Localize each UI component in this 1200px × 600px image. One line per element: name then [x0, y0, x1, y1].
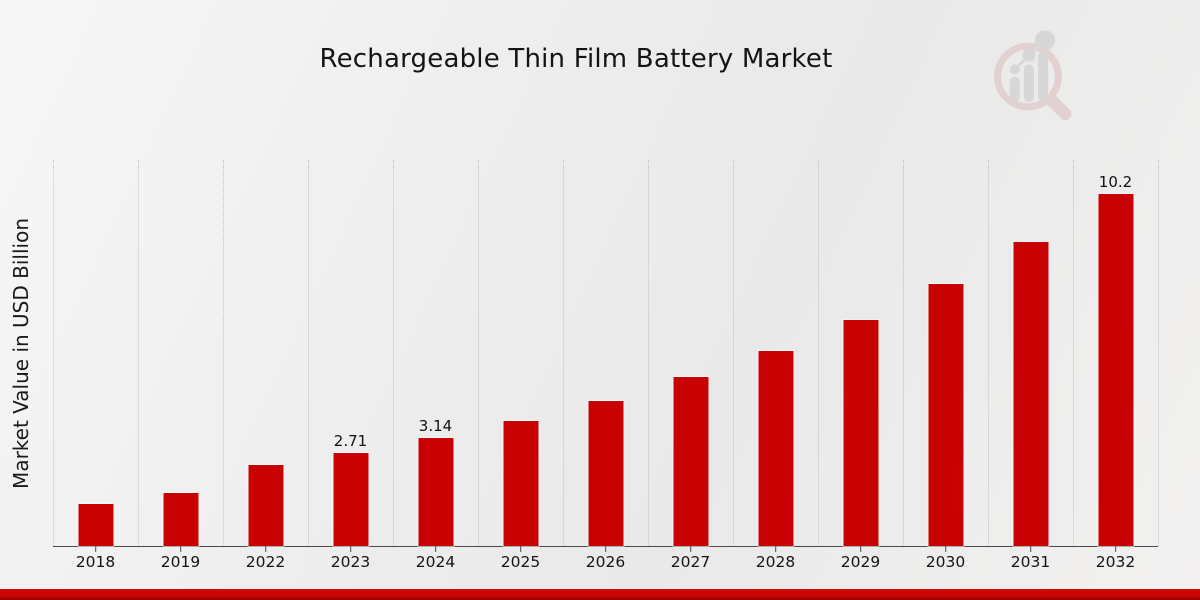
- gridline: [393, 160, 394, 546]
- x-axis-labels: 2018 2019 2022 2023 2024 2025 2026 2027 2028 2029…: [53, 553, 1158, 573]
- bar-2027: [673, 377, 708, 546]
- gridline: [138, 160, 139, 546]
- market-research-future-logo-icon: [994, 30, 1072, 120]
- gridline: [988, 160, 989, 546]
- gridline: [223, 160, 224, 546]
- gridline: [1073, 160, 1074, 546]
- gridline: [903, 160, 904, 546]
- x-tick-label-2030: 2030: [925, 553, 966, 571]
- bottom-accent-strip: [0, 589, 1200, 600]
- y-axis-label-wrap: Market Value in USD Billion: [4, 160, 38, 546]
- x-axis-tick: [519, 546, 522, 552]
- bar-slot-2019: [138, 160, 223, 552]
- x-axis-tick: [604, 546, 607, 552]
- x-tick-label-2023: 2023: [330, 553, 371, 571]
- gridline: [53, 160, 54, 546]
- bar-slot-2024: 3.14: [393, 160, 478, 552]
- bar-2026: [588, 400, 623, 546]
- bar-slot-2022: [223, 160, 308, 552]
- x-axis-tick: [859, 546, 862, 552]
- bar-slot-2025: [478, 160, 563, 552]
- gridline: [563, 160, 564, 546]
- bar-slot-2032: 10.2: [1073, 160, 1158, 552]
- plot-area: 2.71 3.14 10.2: [53, 160, 1159, 552]
- x-axis-tick: [689, 546, 692, 552]
- gridline: [478, 160, 479, 546]
- gridline: [648, 160, 649, 546]
- bar-2032: [1098, 194, 1133, 546]
- bar-value-label-2024: 3.14: [418, 416, 453, 435]
- gridline: [308, 160, 309, 546]
- x-tick-label-2019: 2019: [160, 553, 201, 571]
- x-axis-tick: [1114, 546, 1117, 552]
- x-tick-label-2028: 2028: [755, 553, 796, 571]
- x-tick-label-2029: 2029: [840, 553, 881, 571]
- bar-slot-2031: [988, 160, 1073, 552]
- x-axis-tick: [434, 546, 437, 552]
- x-tick-label-2022: 2022: [245, 553, 286, 571]
- x-axis-tick: [94, 546, 97, 552]
- x-tick-label-2024: 2024: [415, 553, 456, 571]
- gridline: [733, 160, 734, 546]
- bar-2018: [78, 503, 113, 546]
- x-axis-tick: [774, 546, 777, 552]
- bar-slot-2030: [903, 160, 988, 552]
- x-tick-label-2031: 2031: [1010, 553, 1051, 571]
- bar-2029: [843, 319, 878, 546]
- gridline: [1158, 160, 1159, 546]
- x-tick-label-2032: 2032: [1095, 553, 1136, 571]
- x-axis-tick: [1029, 546, 1032, 552]
- bar-value-label-2023: 2.71: [333, 431, 368, 450]
- gridline: [818, 160, 819, 546]
- bar-slot-2029: [818, 160, 903, 552]
- bar-value-label-2032: 10.2: [1098, 173, 1133, 192]
- x-axis-tick: [264, 546, 267, 552]
- x-axis-tick: [944, 546, 947, 552]
- y-axis-label: Market Value in USD Billion: [9, 217, 33, 489]
- bar-2030: [928, 283, 963, 546]
- x-axis-tick: [179, 546, 182, 552]
- bar-slot-2026: [563, 160, 648, 552]
- bar-slot-2028: [733, 160, 818, 552]
- bar-2023: [333, 452, 368, 546]
- chart-title: Rechargeable Thin Film Battery Market: [319, 44, 833, 74]
- bar-slot-2023: 2.71: [308, 160, 393, 552]
- bar-2025: [503, 420, 538, 546]
- x-tick-label-2026: 2026: [585, 553, 626, 571]
- x-tick-label-2025: 2025: [500, 553, 541, 571]
- x-tick-label-2018: 2018: [75, 553, 116, 571]
- bar-slot-2018: [53, 160, 138, 552]
- bar-2028: [758, 350, 793, 546]
- bar-2024: [418, 437, 453, 546]
- bar-2022: [248, 465, 283, 546]
- x-axis-tick: [349, 546, 352, 552]
- bar-2031: [1013, 242, 1048, 546]
- x-tick-label-2027: 2027: [670, 553, 711, 571]
- bar-2019: [163, 492, 198, 546]
- bar-slot-2027: [648, 160, 733, 552]
